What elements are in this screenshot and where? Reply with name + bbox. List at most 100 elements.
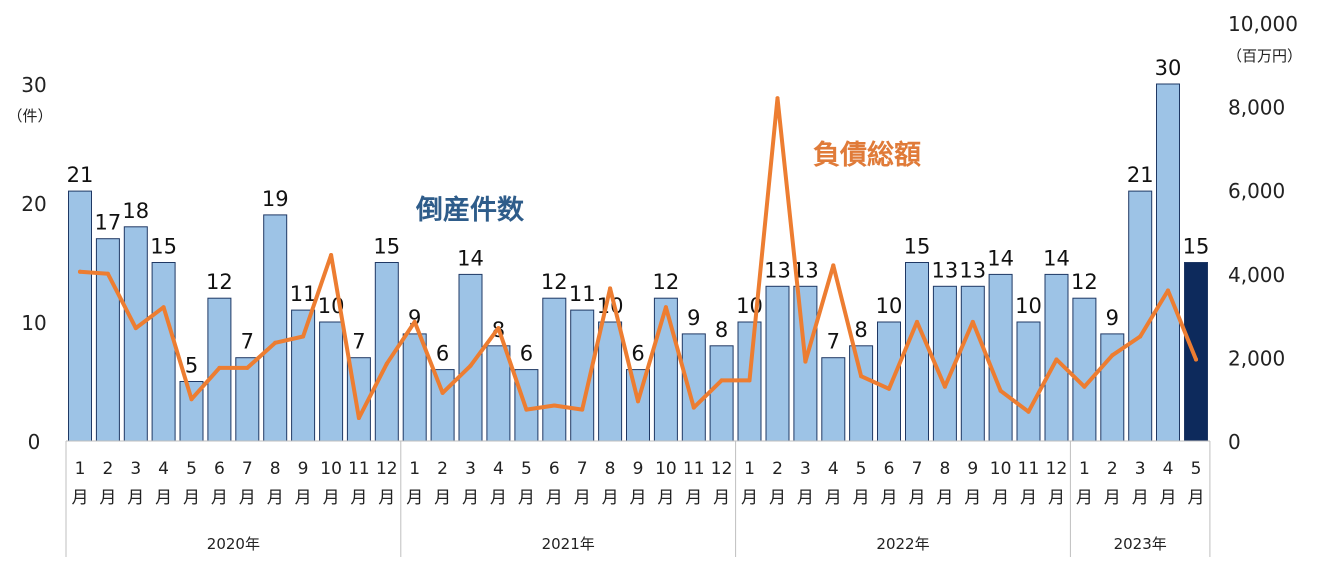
bar-series [68,83,1208,442]
month-suffix-label: 月 [797,488,814,508]
bar-value-label: 10 [876,294,903,318]
bar [123,226,148,442]
line-point [329,253,334,257]
bar-value-label: 6 [520,342,533,366]
bar-value-label: 15 [150,235,177,259]
bar-value-label: 7 [352,330,365,354]
bar-value-label: 15 [373,235,400,259]
month-suffix-label: 月 [685,488,702,508]
bar-value-label: 17 [95,211,122,235]
bar [402,333,427,442]
bar [291,309,316,442]
month-suffix-label: 月 [964,488,981,508]
line-point [412,319,417,324]
bar-value-label: 8 [715,318,728,342]
bar [905,262,929,442]
line-point [663,305,668,310]
bar-value-label: 30 [1155,56,1182,80]
month-number-label: 1 [409,459,420,479]
bar-value-label: 11 [569,282,596,306]
month-number-label: 6 [214,459,225,479]
bar [598,321,623,442]
line-point [998,388,1003,393]
line-point [105,271,110,276]
month-number-label: 8 [605,459,616,479]
month-number-label: 3 [465,459,476,479]
bar [1156,83,1180,442]
month-suffix-label: 月 [825,488,842,508]
line-point [691,405,696,410]
month-suffix-label: 月 [992,488,1009,508]
month-suffix-label: 月 [406,488,423,508]
line-point [831,263,836,268]
month-number-label: 7 [242,459,253,479]
month-suffix-label: 月 [1048,488,1065,508]
month-suffix-label: 月 [657,488,674,508]
bar-value-label: 21 [67,163,94,187]
line-point [719,378,724,383]
line-point [1194,357,1198,362]
bar-value-label: 12 [206,270,233,294]
bar [793,285,818,442]
bar-value-label: 9 [687,306,700,330]
month-suffix-label: 月 [602,488,619,508]
left-axis-tick-label: 10 [21,311,46,335]
line-point [356,416,361,420]
series-label-bar: 倒産件数 [415,194,525,226]
line-point [636,399,640,404]
line-point [915,319,919,324]
month-number-label: 9 [298,459,309,479]
right-axis-tick-label: 0 [1228,430,1241,454]
right-axis-tick-label: 4,000 [1228,263,1285,287]
line-point [384,361,389,366]
line-point [161,305,166,310]
left-axis-tick-label: 30 [21,73,46,97]
bar-value-label: 14 [1043,246,1070,270]
month-number-label: 9 [967,459,978,479]
month-number-label: 1 [744,459,755,479]
bar-value-label: 13 [959,258,986,282]
line-point [775,96,780,101]
bar [319,321,344,442]
month-suffix-label: 月 [546,488,563,508]
line-point [1026,409,1031,414]
line-point [1110,353,1115,358]
bar-value-label: 7 [827,330,840,354]
bar [263,214,288,442]
bar-value-label: 8 [854,318,867,342]
month-suffix-label: 月 [323,488,340,508]
line-point [1138,334,1143,339]
left-axis-tick-label: 20 [21,192,46,216]
month-number-label: 3 [1135,459,1146,479]
left-axis: 0 10 20 30 （件） [7,73,52,454]
month-suffix-label: 月 [518,488,535,508]
x-axis: 2020年 2021年 2022年 2023年1月2月3月4月5月6月7月8月9月10… [65,440,1211,557]
month-number-label: 11 [1018,459,1040,479]
line-point [440,390,445,395]
right-axis-tick-label: 6,000 [1228,179,1285,203]
month-number-label: 5 [186,459,197,479]
line-point [217,365,222,370]
bar-value-label: 10 [1015,294,1042,318]
month-number-label: 4 [1163,459,1174,479]
month-suffix-label: 月 [350,488,367,508]
month-number-label: 6 [884,459,895,479]
month-number-label: 1 [1079,459,1090,479]
line-point [273,340,278,345]
bar-value-label: 15 [904,235,931,259]
month-number-label: 6 [549,459,560,479]
month-suffix-label: 月 [1188,488,1205,508]
bar-value-label: 9 [1106,306,1119,330]
bar-value-label: 11 [290,282,317,306]
month-number-label: 10 [990,459,1012,479]
bar-value-label: 12 [541,270,568,294]
bar-value-label: 19 [262,187,289,211]
bar-value-label: 14 [457,246,484,270]
bar-value-label: 10 [597,294,624,318]
line-point [301,334,306,339]
bar [235,357,260,442]
month-number-label: 4 [493,459,504,479]
month-suffix-label: 月 [630,488,647,508]
bar [765,285,790,442]
